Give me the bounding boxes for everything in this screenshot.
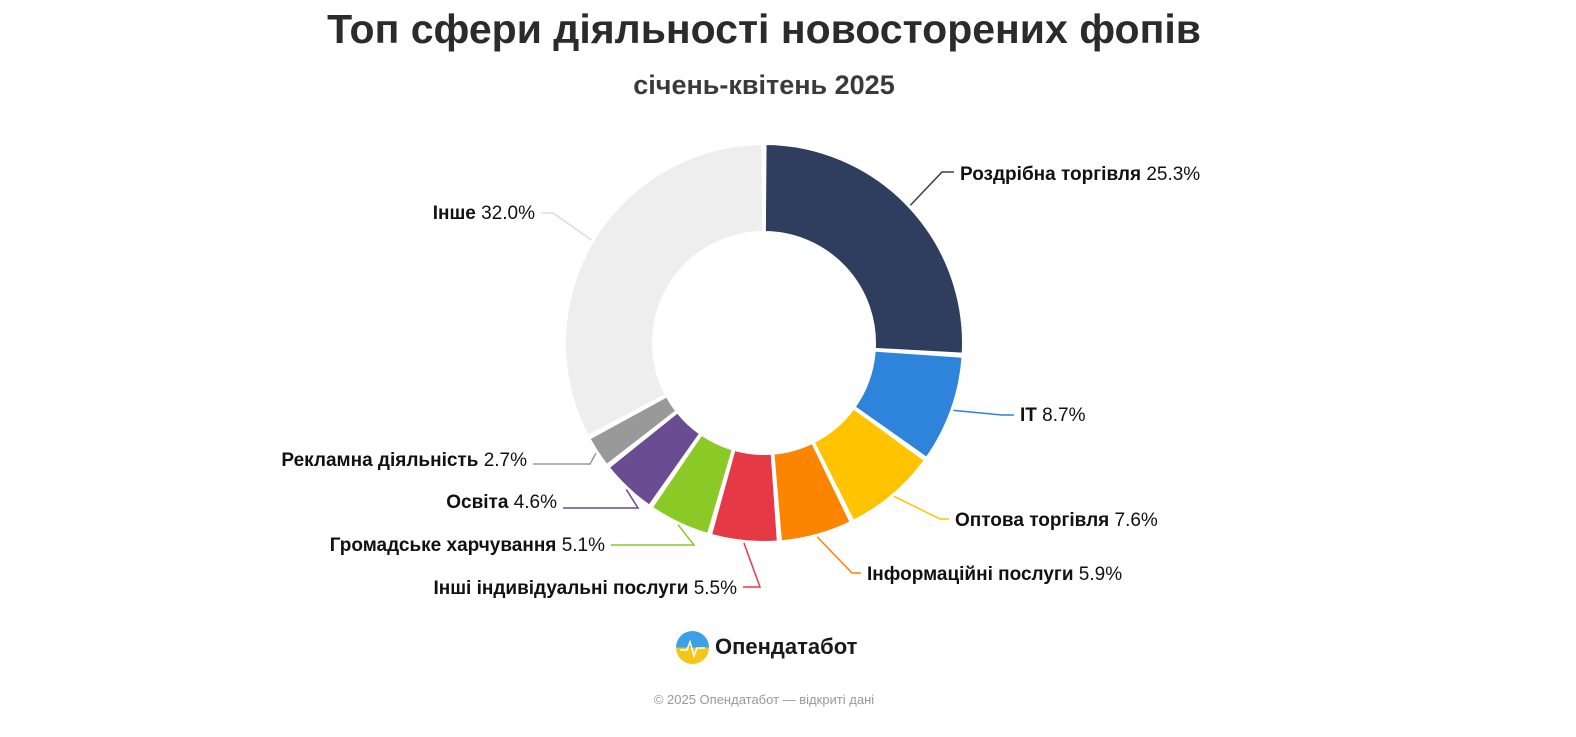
leader-line: [953, 409, 1014, 416]
slice-label-category: Інші індивідуальні послуги: [433, 578, 693, 599]
donut-slice[interactable]: [710, 448, 779, 543]
donut-slice[interactable]: [588, 395, 678, 466]
slice-label-value: 5.5%: [694, 578, 737, 599]
slice-label: IT 8.7%: [1020, 405, 1086, 426]
chart-title: Топ сфери діяльності новосторених фопів: [327, 6, 1201, 52]
leader-line: [893, 495, 949, 520]
slice-label: Оптова торгівля 7.6%: [955, 510, 1158, 531]
slice-label-value: 4.6%: [514, 492, 557, 513]
donut-slice[interactable]: [650, 433, 734, 535]
slice-label: Освіта 4.6%: [446, 492, 557, 513]
slice-label-value: 25.3%: [1146, 164, 1200, 185]
slice-label: Інші індивідуальні послуги 5.5%: [433, 578, 737, 599]
donut-slice[interactable]: [763, 143, 964, 355]
slice-label-value: 2.7%: [484, 450, 527, 471]
donut-slice[interactable]: [853, 349, 964, 459]
leader-line: [541, 212, 592, 241]
slice-label: Громадське харчування 5.1%: [330, 535, 605, 556]
slice-label: Роздрібна торгівля 25.3%: [960, 164, 1200, 185]
leader-line: [563, 489, 640, 509]
donut-slice[interactable]: [812, 407, 926, 522]
slice-label-category: Роздрібна торгівля: [960, 164, 1146, 185]
slice-labels: Роздрібна торгівля 25.3% IT 8.7% Оптова то…: [281, 164, 1200, 599]
slice-label-value: 5.1%: [562, 535, 605, 556]
leader-line: [533, 452, 597, 465]
leader-line: [816, 536, 861, 574]
slice-label-category: Рекламна діяльність: [281, 450, 483, 471]
leader-line: [909, 171, 954, 206]
slice-label-category: IT: [1020, 405, 1042, 426]
slice-label-category: Оптова торгівля: [955, 510, 1115, 531]
leader-line: [611, 524, 696, 546]
donut-slice[interactable]: [564, 143, 765, 437]
slice-label: Інше 32.0%: [433, 203, 535, 224]
slice-label-category: Інформаційні послуги: [867, 564, 1079, 585]
slice-label: Інформаційні послуги 5.9%: [867, 564, 1122, 585]
donut-slice[interactable]: [607, 411, 702, 507]
slice-label-value: 5.9%: [1079, 564, 1122, 585]
slice-label-value: 8.7%: [1042, 405, 1085, 426]
slice-label-value: 7.6%: [1115, 510, 1158, 531]
footer-copyright: © 2025 Опендатабот — відкриті дані: [653, 692, 875, 707]
donut-slice[interactable]: [772, 441, 852, 543]
slice-label: Рекламна діяльність 2.7%: [281, 450, 527, 471]
slice-label-value: 32.0%: [481, 203, 535, 224]
brand-name: Опендатабот: [715, 634, 858, 659]
donut-slices: [564, 143, 964, 543]
brand: Опендатабот: [676, 630, 857, 664]
label-leader-lines: [533, 171, 1014, 588]
slice-label-category: Освіта: [446, 492, 513, 513]
chart-subtitle: січень-квітень 2025: [633, 70, 895, 100]
slice-label-category: Інше: [433, 203, 481, 224]
opendatabot-logo-icon: [676, 630, 709, 664]
leader-line: [743, 542, 762, 588]
slice-label-category: Громадське харчування: [330, 535, 562, 556]
